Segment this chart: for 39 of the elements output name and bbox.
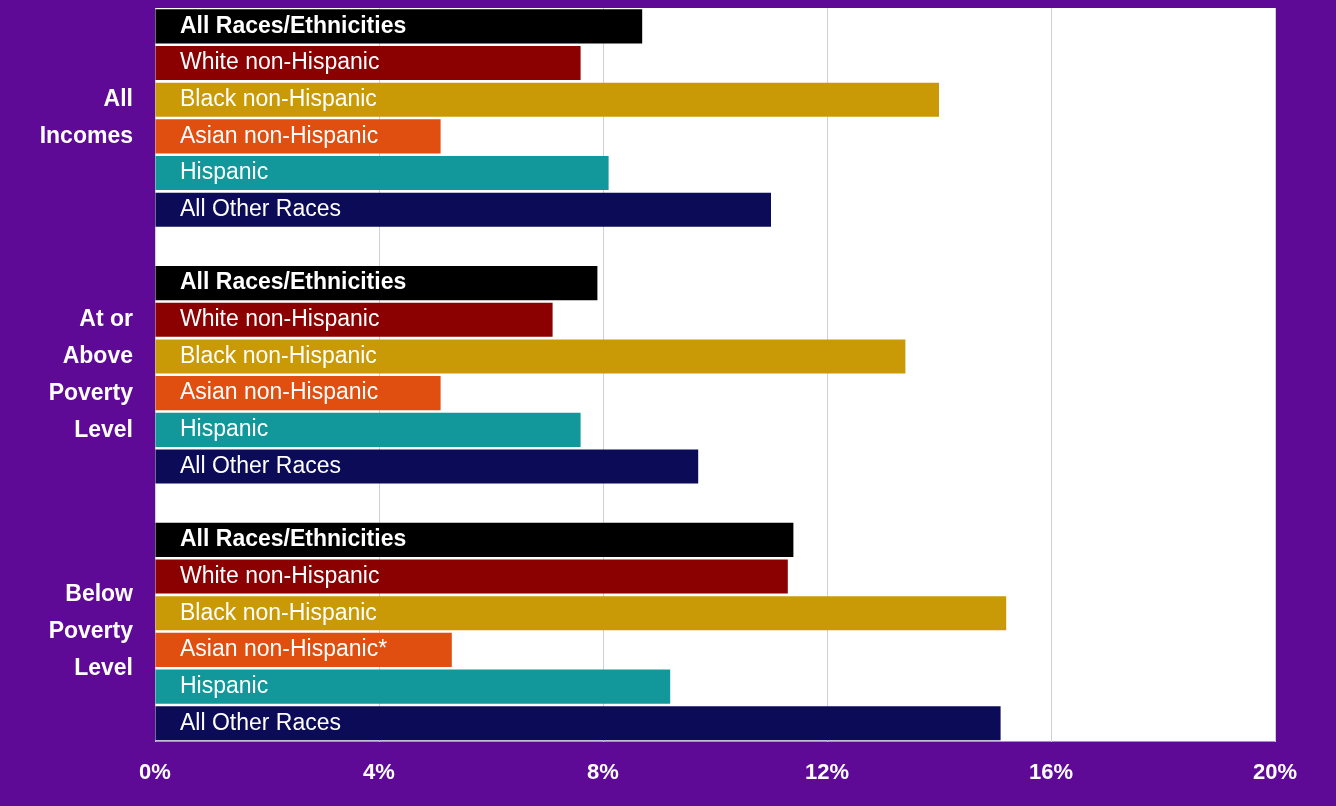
y-tick-label: Hispanic [180, 158, 269, 185]
y-tick-label: All Other Races [180, 708, 342, 735]
x-tick-label: 0% [139, 758, 171, 784]
x-tick-label: 20% [1252, 758, 1298, 784]
y-tick-label: All Races/Ethnicities [180, 268, 407, 295]
bar [155, 412, 581, 447]
text: Below Poverty Level [48, 579, 134, 680]
text: All Incomes [39, 84, 133, 148]
bar [155, 559, 788, 594]
x-tick-label: 4% [363, 758, 395, 784]
y-tick-label: White non-Hispanic [180, 48, 380, 75]
x-tick-label: 8% [587, 758, 619, 784]
y-tick-label: All Other Races [180, 195, 342, 222]
y-tick-label: Asian non-Hispanic* [180, 635, 388, 662]
y-tick-label: Hispanic [180, 671, 269, 698]
y-tick-label: White non-Hispanic [180, 305, 380, 332]
bar [155, 45, 581, 81]
y-tick-label: All Other Races [180, 451, 342, 478]
bar [155, 596, 1007, 631]
y-tick-label: Black non-Hispanic [180, 85, 377, 112]
bar [155, 669, 671, 704]
bar [155, 156, 609, 191]
x-tick-label: 12% [804, 758, 850, 784]
y-tick-label: White non-Hispanic [180, 561, 380, 588]
y-tick-label: Black non-Hispanic [180, 598, 377, 625]
bar [155, 706, 1001, 741]
bar [155, 192, 771, 227]
y-tick-label: Asian non-Hispanic [180, 121, 379, 148]
bar [155, 339, 906, 374]
bar [155, 82, 939, 117]
bar [155, 522, 794, 557]
y-tick-label: All Races/Ethnicities [180, 11, 407, 38]
y-tick-label: All Races/Ethnicities [180, 525, 407, 552]
y-tick-label: Hispanic [180, 415, 269, 442]
text: At or Above Poverty Level [48, 304, 134, 442]
y-tick-label: Asian non-Hispanic [180, 378, 379, 405]
x-tick-label: 16% [1028, 758, 1074, 784]
bar [155, 449, 699, 484]
y-tick-label: Black non-Hispanic [180, 341, 377, 368]
